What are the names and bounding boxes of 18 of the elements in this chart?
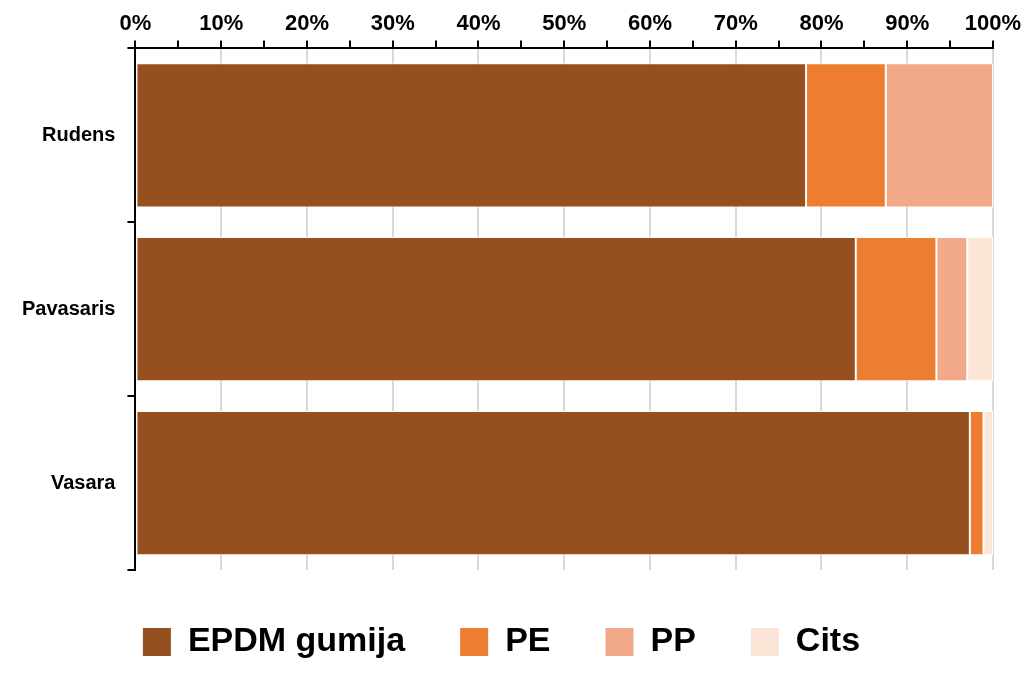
x-tick-label: 10% — [199, 10, 244, 36]
x-tick-label: 70% — [713, 10, 758, 36]
x-tick-label: 80% — [799, 10, 844, 36]
legend-label: PP — [650, 620, 696, 659]
y-tick-label: Vasara — [50, 470, 117, 493]
y-tick-label: Pavasaris — [22, 296, 116, 319]
legend-label: EPDM gumija — [187, 620, 407, 659]
legend-label: Cits — [795, 620, 861, 659]
x-tick-label: 100% — [964, 10, 1022, 36]
y-tick-label: Rudens — [42, 122, 116, 145]
x-tick-label: 60% — [627, 10, 672, 36]
x-tick-label: 20% — [284, 10, 329, 36]
x-tick-label: 0% — [119, 10, 152, 36]
x-tick-label: 40% — [456, 10, 501, 36]
x-tick-label: 50% — [542, 10, 587, 36]
x-tick-label: 30% — [370, 10, 415, 36]
x-tick-label: 90% — [885, 10, 930, 36]
legend-label: PE — [505, 620, 551, 659]
